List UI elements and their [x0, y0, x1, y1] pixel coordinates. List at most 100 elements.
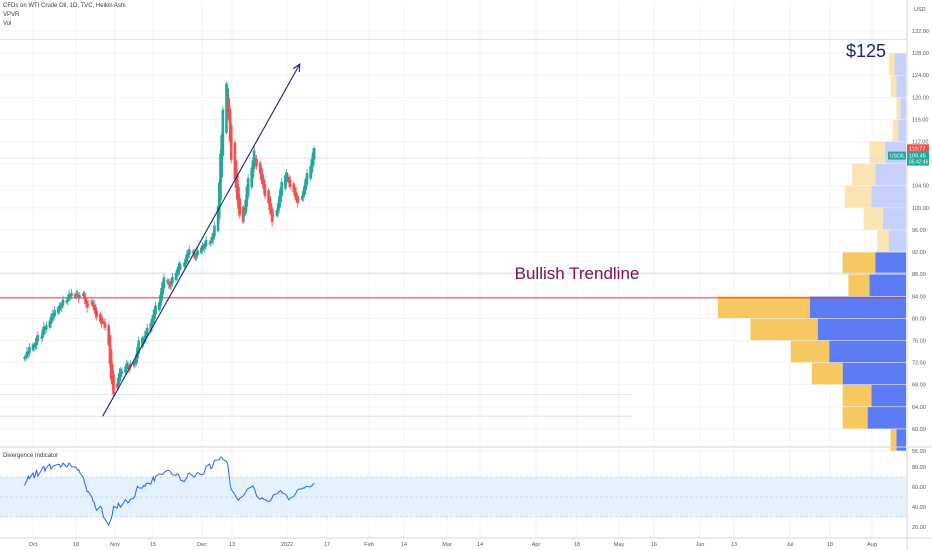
indicator-vol[interactable]: Vol: [3, 21, 12, 27]
candle-body-72: [143, 335, 147, 342]
vp-up-bar-17: [896, 429, 906, 451]
candle-body-74: [145, 327, 149, 336]
rsi-tick-0: 80.00: [912, 465, 926, 471]
horizontal-levels: [0, 38, 906, 417]
vp-down-bar-2: [896, 97, 901, 120]
last-price-tag-red: [907, 144, 929, 153]
candle-body-104: [196, 250, 199, 256]
time-tick-10: Mar: [442, 542, 452, 548]
price-tick-10: 92.00: [912, 250, 926, 256]
indicator-vpvr[interactable]: VPVR: [3, 12, 20, 18]
price-tick-19: 56.00: [912, 449, 926, 455]
candle-body-94: [179, 266, 183, 268]
vp-down-bar-11: [717, 296, 810, 319]
time-tick-15: 16: [651, 542, 657, 548]
price-tick-9: 96.00: [912, 228, 926, 234]
candle-body-28: [68, 295, 72, 297]
time-tick-19: 18: [827, 542, 833, 548]
rsi-title: Divergence Indicator: [3, 453, 58, 459]
trendline-arrowhead: [292, 63, 301, 73]
price-tick-8: 100.00: [912, 206, 929, 212]
vp-up-bar-13: [829, 340, 906, 363]
time-tick-18: Jul: [786, 542, 793, 548]
candle-body-112: [210, 237, 214, 242]
vp-up-bar-1: [896, 75, 906, 98]
rsi-tick-2: 40.00: [912, 505, 926, 511]
candle-body-24: [61, 299, 65, 306]
rsi-tick-1: 60.00: [912, 485, 926, 491]
vp-down-bar-1: [890, 75, 897, 98]
candle-body-119: [221, 109, 225, 157]
candle-body-134: [246, 178, 250, 197]
candle-body-82: [160, 287, 163, 301]
candle-body-155: [284, 175, 287, 189]
candle-body-124: [229, 125, 233, 160]
candle-body-79: [154, 305, 157, 315]
price-tick-11: 88.00: [912, 272, 926, 278]
candle-body-168: [304, 179, 308, 190]
time-tick-12: Apr: [532, 542, 541, 548]
current-price-tag: [907, 151, 929, 166]
candle-body-154: [280, 181, 284, 196]
candle-body-162: [294, 191, 298, 200]
candle-body-0: [23, 357, 26, 359]
price-tick-0: 132.00: [912, 29, 929, 35]
candle-body-99: [187, 249, 191, 256]
price-tick-4: 116.00: [912, 117, 928, 123]
vp-up-bar-8: [888, 230, 906, 252]
vp-up-bar-15: [871, 384, 906, 407]
symbol-tag: [888, 151, 906, 160]
candle-body-107: [202, 247, 205, 249]
price-tick-5: 112.00: [912, 140, 928, 146]
price-tick-3: 120.00: [912, 95, 929, 101]
time-tick-13: 18: [574, 542, 580, 548]
vp-up-bar-16: [867, 407, 906, 429]
trendline-layer[interactable]: [102, 63, 301, 417]
candle-body-77: [151, 315, 155, 324]
candle-body-4: [28, 347, 31, 354]
bullish-trendline: [102, 63, 301, 417]
price-tick-7: 104.00: [912, 184, 929, 190]
time-tick-7: 17: [324, 542, 330, 548]
candle-body-69: [137, 340, 141, 354]
vp-down-bar-15: [842, 384, 872, 407]
candle-body-152: [278, 196, 281, 209]
candle-body-146: [268, 196, 272, 211]
trendline-label: Bullish Trendline: [515, 264, 640, 283]
candle-body-3: [26, 352, 30, 355]
candle-body-149: [272, 215, 275, 217]
target-label: $125: [846, 41, 886, 61]
symbol-title[interactable]: CFDs on WTI Crude Oil, 1D, TVC, Heikin A…: [3, 3, 126, 9]
candle-body-89: [171, 276, 174, 284]
candle-body-129: [238, 197, 241, 216]
candle-body-114: [213, 225, 216, 237]
vp-up-bar-5: [875, 163, 906, 186]
candle-body-54: [112, 374, 115, 395]
time-tick-1: 18: [73, 542, 79, 548]
time-tick-2: Nov: [110, 542, 120, 548]
candle-body-110: [208, 242, 211, 244]
time-tick-5: 13: [229, 542, 235, 548]
candle-body-30: [73, 294, 77, 297]
price-tick-15: 72.00: [912, 361, 926, 367]
time-tick-8: Feb: [364, 542, 373, 548]
time-tick-9: 14: [401, 542, 407, 548]
candle-body-172: [311, 152, 315, 166]
time-tick-17: 13: [731, 542, 737, 548]
candle-body-128: [237, 186, 240, 209]
vp-down-bar-10: [848, 274, 870, 296]
candle-body-39: [86, 304, 90, 306]
candle-body-109: [204, 239, 208, 247]
candle-body-144: [263, 184, 267, 197]
price-tick-16: 68.00: [912, 383, 926, 389]
vp-up-bar-12: [817, 318, 906, 341]
vp-up-bar-14: [842, 362, 906, 385]
price-tick-14: 76.00: [912, 338, 926, 344]
vp-up-bar-9: [875, 252, 906, 274]
vp-up-bar-0: [894, 53, 906, 75]
time-tick-20: Aug: [867, 542, 877, 548]
bar-countdown: 05:42:46: [909, 160, 929, 166]
candle-body-29: [70, 292, 73, 296]
